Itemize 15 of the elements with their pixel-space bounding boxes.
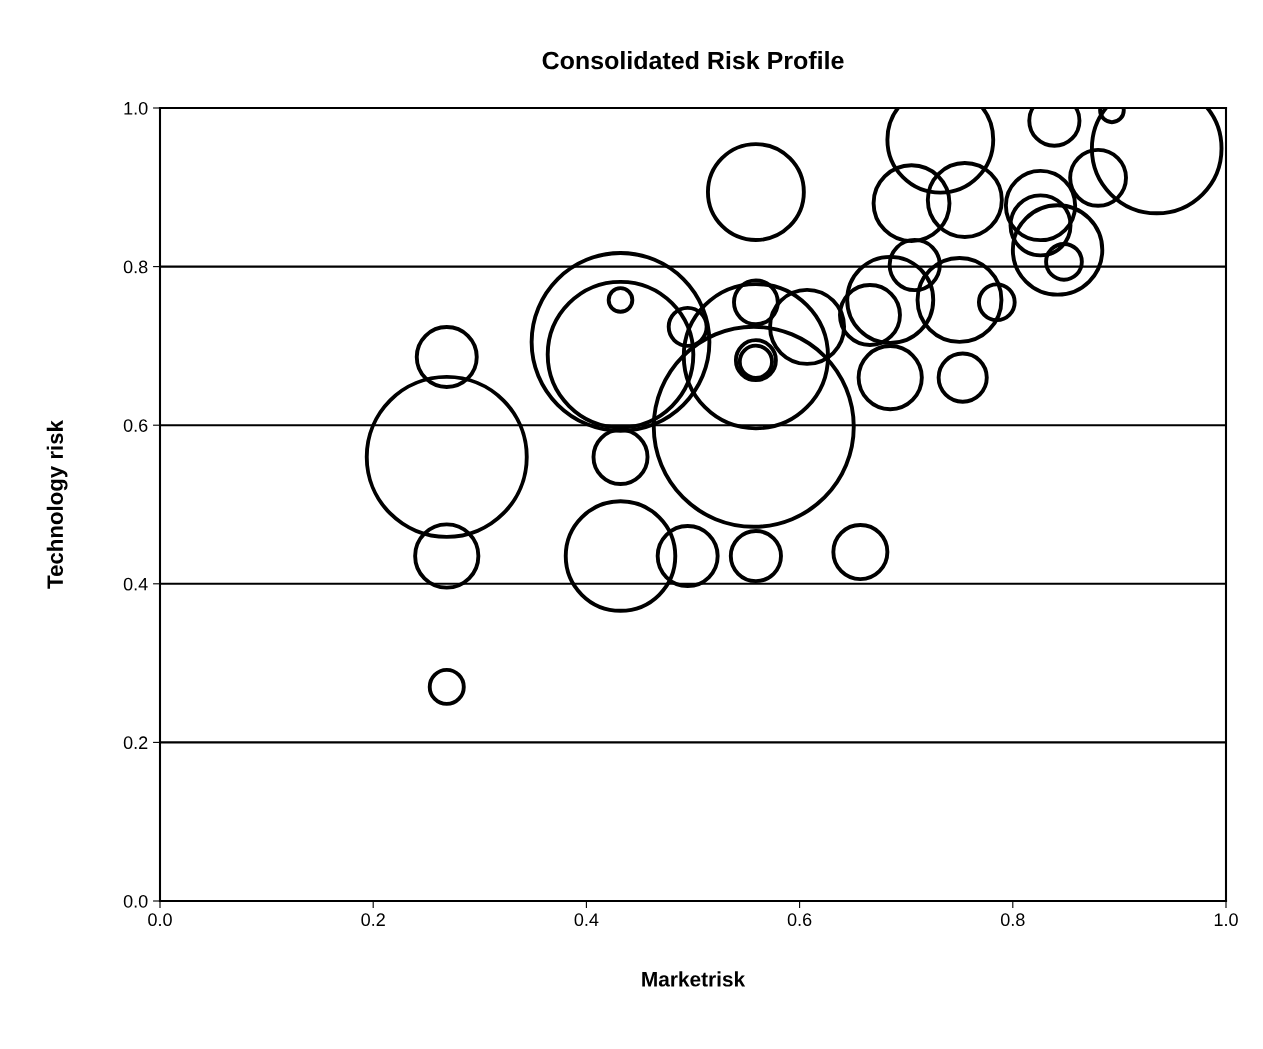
x-tick-label: 0.6: [787, 913, 812, 927]
x-tick-label: 0.0: [148, 913, 172, 927]
x-tick-label: 1.0: [1214, 913, 1238, 927]
x-tick-label: 0.2: [361, 913, 385, 927]
y-tick-label: 0.2: [123, 736, 148, 750]
chart-title: Consolidated Risk Profile: [542, 50, 844, 70]
y-tick-label: 0.8: [123, 260, 148, 274]
y-tick-label: 0.6: [123, 419, 148, 432]
y-tick-label: 0.4: [123, 577, 148, 591]
y-tick-label: 0.0: [123, 894, 148, 908]
x-tick-label: 0.4: [574, 913, 599, 927]
x-tick-label: 0.8: [1000, 913, 1025, 927]
x-axis-title: Marketrisk: [642, 971, 746, 987]
y-axis-title: Technology risk: [46, 420, 68, 589]
y-tick-label: 1.0: [124, 101, 148, 115]
